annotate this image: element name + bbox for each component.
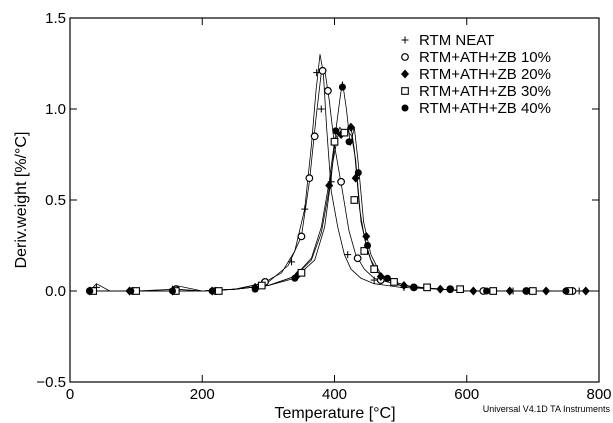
data-point-series-5 [332,127,340,135]
data-point-series-2 [310,132,319,141]
data-point-series-5 [522,287,530,295]
data-point-series-5 [127,287,135,295]
data-point-series-5 [410,283,418,291]
data-point-series-1 [313,69,321,77]
data-point-series-4 [214,287,223,295]
legend-marker-3 [401,69,409,79]
data-point-series-4 [350,196,359,204]
data-point-series-4 [297,268,306,277]
data-point-series-5 [383,274,391,282]
x-tick-label: 200 [190,386,215,403]
data-point-series-2 [305,174,314,183]
data-point-series-3 [325,180,334,190]
data-point-series-3 [505,286,514,296]
data-point-series-5 [354,169,362,177]
markers-layer [85,66,590,296]
data-point-series-3 [376,271,385,281]
data-point-series-5 [168,287,176,295]
y-tick-label: 0.5 [45,192,66,209]
data-point-series-1 [370,276,378,284]
y-tick-label: 1.5 [45,10,66,27]
data-point-series-4 [390,278,398,286]
y-axis-title: Deriv.weight [%/°C] [13,132,30,269]
data-point-series-3 [436,284,445,294]
data-point-series-3 [581,286,590,296]
legend-label-2: RTM+ATH+ZB 10% [419,49,551,66]
data-point-series-1 [288,258,296,266]
x-tick-label: 0 [66,386,74,403]
y-tick-label: 0.0 [45,283,66,300]
data-point-series-4 [489,287,498,295]
data-point-series-2 [323,86,332,95]
data-point-series-3 [362,231,371,241]
software-footer: Universal V4.1D TA Instruments [483,404,611,414]
data-point-series-2 [353,254,362,263]
data-point-series-3 [469,286,478,296]
data-point-series-4 [257,281,266,290]
x-tick-label: 600 [454,386,479,403]
x-tick-label: 800 [586,386,611,403]
y-tick-label: 1.0 [45,101,66,118]
legend-label-5: RTM+ATH+ZB 40% [419,100,551,117]
legend-marker-5 [401,104,409,112]
data-point-series-5 [338,83,346,91]
data-point-series-4 [456,285,464,294]
data-point-series-4 [423,283,431,292]
data-point-series-1 [344,251,352,259]
data-point-series-5 [291,274,299,282]
data-point-series-5 [86,287,94,295]
data-point-series-4 [340,128,349,137]
data-point-series-4 [330,137,339,146]
data-point-series-3 [399,281,408,291]
x-axis-title: Temperature [°C] [274,405,395,422]
legend-label-1: RTM NEAT [419,32,494,49]
legend-label-3: RTM+ATH+ZB 20% [419,66,551,83]
data-point-series-5 [364,242,372,249]
data-point-series-1 [317,105,325,113]
data-point-series-5 [446,285,454,293]
data-point-series-5 [208,287,216,295]
axes-layer: 0 200 400 600 800 −0.5 0.0 0.5 1.0 1.5 [36,10,611,403]
series-line-4 [89,126,599,292]
data-point-series-2 [297,232,306,241]
data-point-series-5 [345,138,353,146]
data-point-series-2 [318,66,327,75]
data-point-series-3 [347,122,356,132]
data-point-series-3 [542,286,551,296]
data-point-series-4 [529,287,537,295]
x-tick-label: 400 [322,386,347,403]
data-point-series-4 [360,247,369,255]
y-tick-label: −0.5 [36,374,66,391]
legend-label-4: RTM+ATH+ZB 30% [419,83,551,100]
legend-marker-1 [401,36,409,44]
data-point-series-1 [301,205,309,213]
legend-marker-2 [401,53,409,61]
legend-marker-4 [401,87,409,95]
data-point-series-2 [337,177,346,186]
data-point-series-5 [483,287,491,295]
data-point-series-5 [562,287,570,295]
data-point-series-5 [251,285,259,293]
data-point-series-4 [370,265,379,274]
data-point-series-1 [575,287,583,295]
series-line-3 [89,123,599,292]
